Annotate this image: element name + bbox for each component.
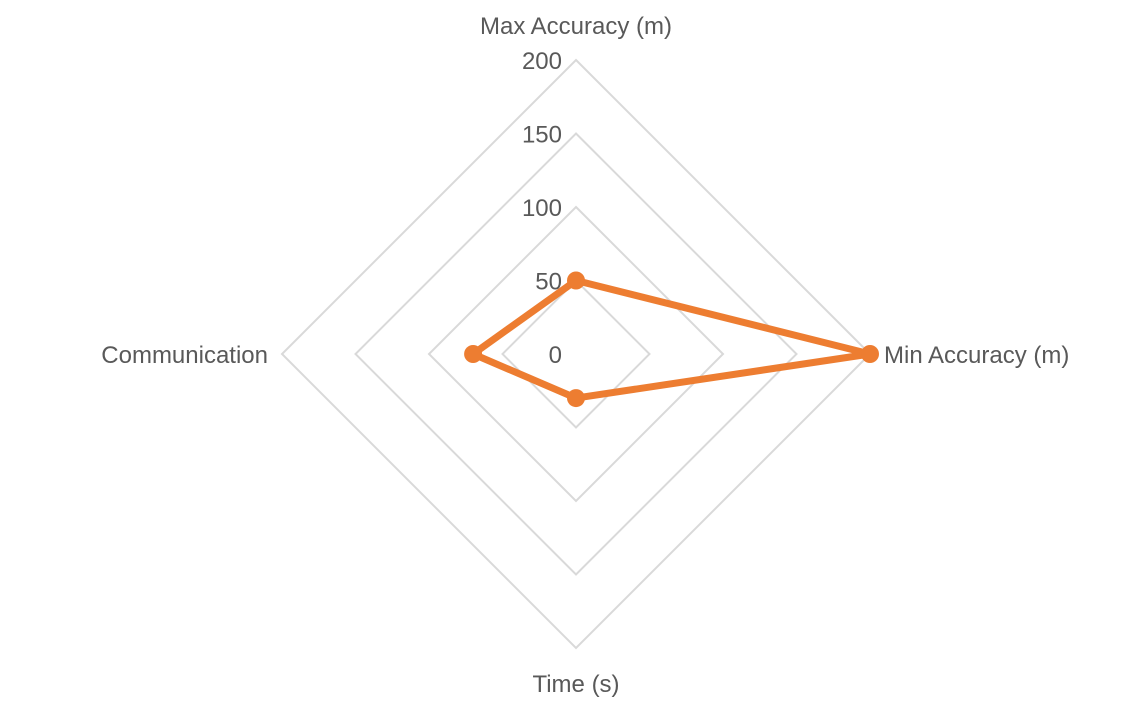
grid-ring-50 <box>501 279 651 429</box>
data-point-max-accuracy-m <box>567 271 585 290</box>
axis-label-communication: Communication <box>101 342 268 369</box>
radar-grid <box>280 58 872 650</box>
axis-label-min-accuracy-m: Min Accuracy (m) <box>884 342 1069 369</box>
series-line-0 <box>469 277 874 402</box>
axis-label-time-s: Time (s) <box>532 671 619 698</box>
grid-ring-150 <box>354 132 798 576</box>
data-point-min-accuracy-m <box>861 345 879 363</box>
tick-label-200: 200 <box>522 48 562 75</box>
tick-label-0: 0 <box>549 342 562 369</box>
tick-label-100: 100 <box>522 195 562 222</box>
series-layer <box>464 271 879 408</box>
grid-ring-200 <box>280 58 872 650</box>
axis-labels: Max Accuracy (m) Min Accuracy (m) Time (s)… <box>101 13 1069 698</box>
axis-label-max-accuracy-m: Max Accuracy (m) <box>480 13 672 40</box>
data-point-time-s <box>567 389 585 408</box>
tick-label-150: 150 <box>522 122 562 149</box>
data-point-communication <box>464 345 483 363</box>
